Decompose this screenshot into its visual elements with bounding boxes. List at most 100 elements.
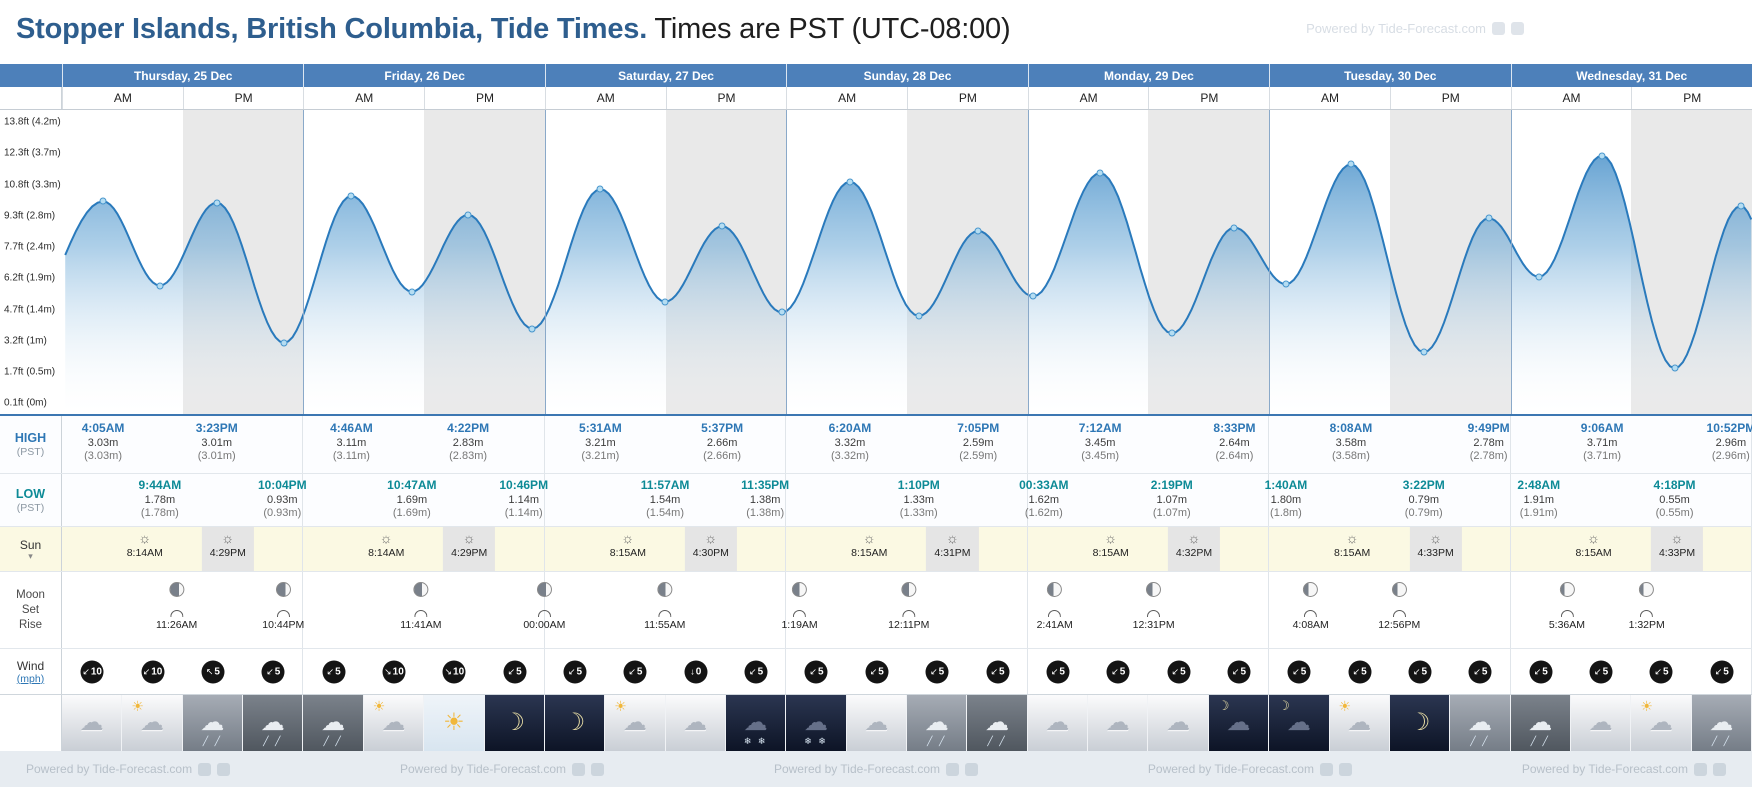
wind-speed-value: 5 (274, 666, 281, 677)
wind-speed-value: 5 (516, 666, 522, 677)
low-tide-time: 1:40AM (1264, 478, 1308, 492)
cloud-icon: ☁ (1045, 709, 1070, 736)
powered-by-footer-link[interactable]: Powered by Tide-Forecast.com (773, 762, 979, 776)
sunrise-time: 8:15AM (851, 547, 888, 559)
powered-by-text[interactable]: Powered by Tide-Forecast.com (773, 762, 941, 776)
powered-by-text[interactable]: Powered by Tide-Forecast.com (399, 762, 567, 776)
cloud-icon: ☁ (1286, 709, 1311, 736)
chevron-down-icon: ▾ (28, 550, 33, 561)
wind-unit-link[interactable]: (mph) (16, 672, 45, 685)
wind-speed-badge: ↙ 5 (1589, 660, 1613, 683)
tide-height-m-alt: (1.91m) (1519, 507, 1558, 520)
day-column-divider (62, 416, 304, 473)
moon-entry: 1:19AM (781, 582, 818, 631)
sunrise-entry: ☼ 8:15AM (610, 531, 646, 559)
social-icon[interactable] (1712, 762, 1726, 776)
powered-by-footer-link[interactable]: Powered by Tide-Forecast.com (1148, 762, 1352, 776)
weather-rain-tile: ☁ ╱ ╱ (907, 695, 968, 751)
moon-rise-set-icon (1147, 610, 1161, 617)
pm-cell: PM (1148, 87, 1269, 109)
sun-row-toggle[interactable]: Sun ▾ (0, 527, 62, 571)
page-header: Stopper Islands, British Columbia, Tide … (0, 0, 1752, 64)
social-icon[interactable] (965, 762, 979, 776)
tide-height-m-alt: (1.14m) (504, 507, 543, 520)
powered-by-text[interactable]: Powered by Tide-Forecast.com (1306, 21, 1486, 36)
powered-by-text[interactable]: Powered by Tide-Forecast.com (26, 762, 193, 776)
powered-by-footer-link[interactable]: Powered by Tide-Forecast.com (1522, 762, 1726, 776)
sun-row: Sun ▾ ☼ 8:14AM ☼ 4:29PM ☼ 8:14AM ☼ 4:29PM ☼ 8:15A… (0, 527, 1752, 572)
day-column-divider (545, 527, 787, 571)
sunset-entry: ☼ 4:31PM (926, 527, 979, 571)
weather-night-snow-tile: ☁ ❄ ❄ (725, 695, 787, 751)
wind-speed-value: 5 (938, 666, 945, 677)
low-tide-row: LOW (PST) 9:44AM 1.78m (1.78m) 10:04PM 0.93m… (0, 474, 1752, 527)
sunrise-time: 8:15AM (1334, 547, 1371, 559)
day-column-divider (303, 527, 545, 571)
sunrise-time: 8:15AM (1575, 547, 1612, 559)
day-column-divider (1511, 649, 1752, 694)
cloud-icon: ☁ (743, 709, 768, 736)
social-icon[interactable] (198, 762, 212, 776)
low-tide-entry: 00:33AM 1.62m (1.62m) (1019, 478, 1068, 520)
wind-speed-badge: ↙ 10 (80, 660, 104, 683)
social-icon[interactable] (1338, 762, 1352, 776)
weather-cloud-tile: ☁ (1148, 695, 1209, 751)
weather-row-label (0, 695, 62, 751)
tide-height-m-alt: (1.62m) (1024, 507, 1063, 520)
social-icon[interactable] (572, 762, 586, 776)
social-icon[interactable] (1319, 762, 1333, 776)
day-header-cell: Friday, 26 Dec (303, 64, 544, 87)
wind-speed-badge: ↘ 10 (442, 660, 466, 683)
low-tide-entry: 2:48AM 1.91m (1.91m) (1517, 478, 1560, 520)
social-icon[interactable] (946, 762, 960, 776)
wind-direction-arrow-icon: ↙ (930, 666, 938, 676)
sunset-entry: ☼ 4:29PM (201, 527, 254, 571)
tide-area-fill (65, 155, 1752, 414)
social-icon[interactable] (1511, 22, 1524, 35)
high-tide-entry: 8:33PM 2.64m (2.64m) (1213, 421, 1255, 463)
tide-height-m: 3.01m (201, 436, 232, 449)
high-tide-entry: 4:46AM 3.11m (3.11m) (330, 421, 373, 463)
day-boundary-line (1269, 110, 1271, 414)
wind-speed-badge: ↙ 5 (986, 660, 1010, 683)
powered-by-footer-link[interactable]: Powered by Tide-Forecast.com (26, 762, 231, 776)
tide-height-m: 3.03m (87, 436, 119, 449)
snow-icon: ❄ ❄ (743, 736, 768, 746)
tide-height-m-alt: (1.38m) (746, 507, 785, 520)
day-boundary-line (1510, 110, 1512, 414)
wind-speed-badge: ↙ 5 (1046, 660, 1070, 683)
tide-height-m: 3.45m (1084, 436, 1116, 449)
weather-sun-tile: ☀ (424, 695, 485, 751)
sunset-time: 4:33PM (1658, 547, 1696, 559)
social-icon[interactable] (217, 762, 231, 776)
powered-by-text[interactable]: Powered by Tide-Forecast.com (1147, 762, 1314, 776)
social-icon[interactable] (1693, 762, 1707, 776)
sunrise-icon: ☼ (138, 530, 152, 546)
low-tide-time: 2:19PM (1150, 478, 1193, 492)
sunrise-time: 8:15AM (609, 547, 646, 559)
moon-phase-icon (536, 582, 552, 597)
day-column-divider (1511, 527, 1752, 571)
low-tide-entry: 1:10PM 1.33m (1.33m) (898, 478, 940, 520)
tide-height-m-alt: (1.07m) (1152, 507, 1191, 520)
powered-by-footer-link[interactable]: Powered by Tide-Forecast.com (399, 762, 605, 776)
wind-speed-value: 5 (335, 666, 341, 677)
high-tide-marker (1598, 152, 1606, 160)
social-icon[interactable] (591, 762, 605, 776)
high-tide-row: HIGH (PST) 4:05AM 3.03m (3.03m) 3:23PM 3.01m… (0, 416, 1752, 474)
high-tide-time: 3:23PM (195, 421, 238, 435)
social-icon[interactable] (1492, 22, 1505, 35)
y-axis-label: 7.7ft (2.4m) (4, 241, 56, 253)
ampm-header-row: AM PM AM PM AM PM AM PM AM PM AM PM AM PM (0, 87, 1752, 110)
wind-speed-value: 5 (757, 666, 764, 677)
powered-by-top-link[interactable]: Powered by Tide-Forecast.com (1306, 21, 1524, 36)
low-tide-marker (1535, 273, 1543, 281)
powered-by-text[interactable]: Powered by Tide-Forecast.com (1521, 762, 1688, 776)
day-column-divider (1511, 416, 1752, 473)
tide-height-m: 1.80m (1270, 493, 1302, 506)
y-axis-label: 0.1ft (0m) (4, 397, 47, 409)
cloud-icon: ☁ (683, 709, 708, 736)
low-tide-marker (156, 282, 164, 290)
high-tide-marker (1485, 214, 1493, 222)
moon-entry: 12:31PM (1133, 582, 1175, 631)
